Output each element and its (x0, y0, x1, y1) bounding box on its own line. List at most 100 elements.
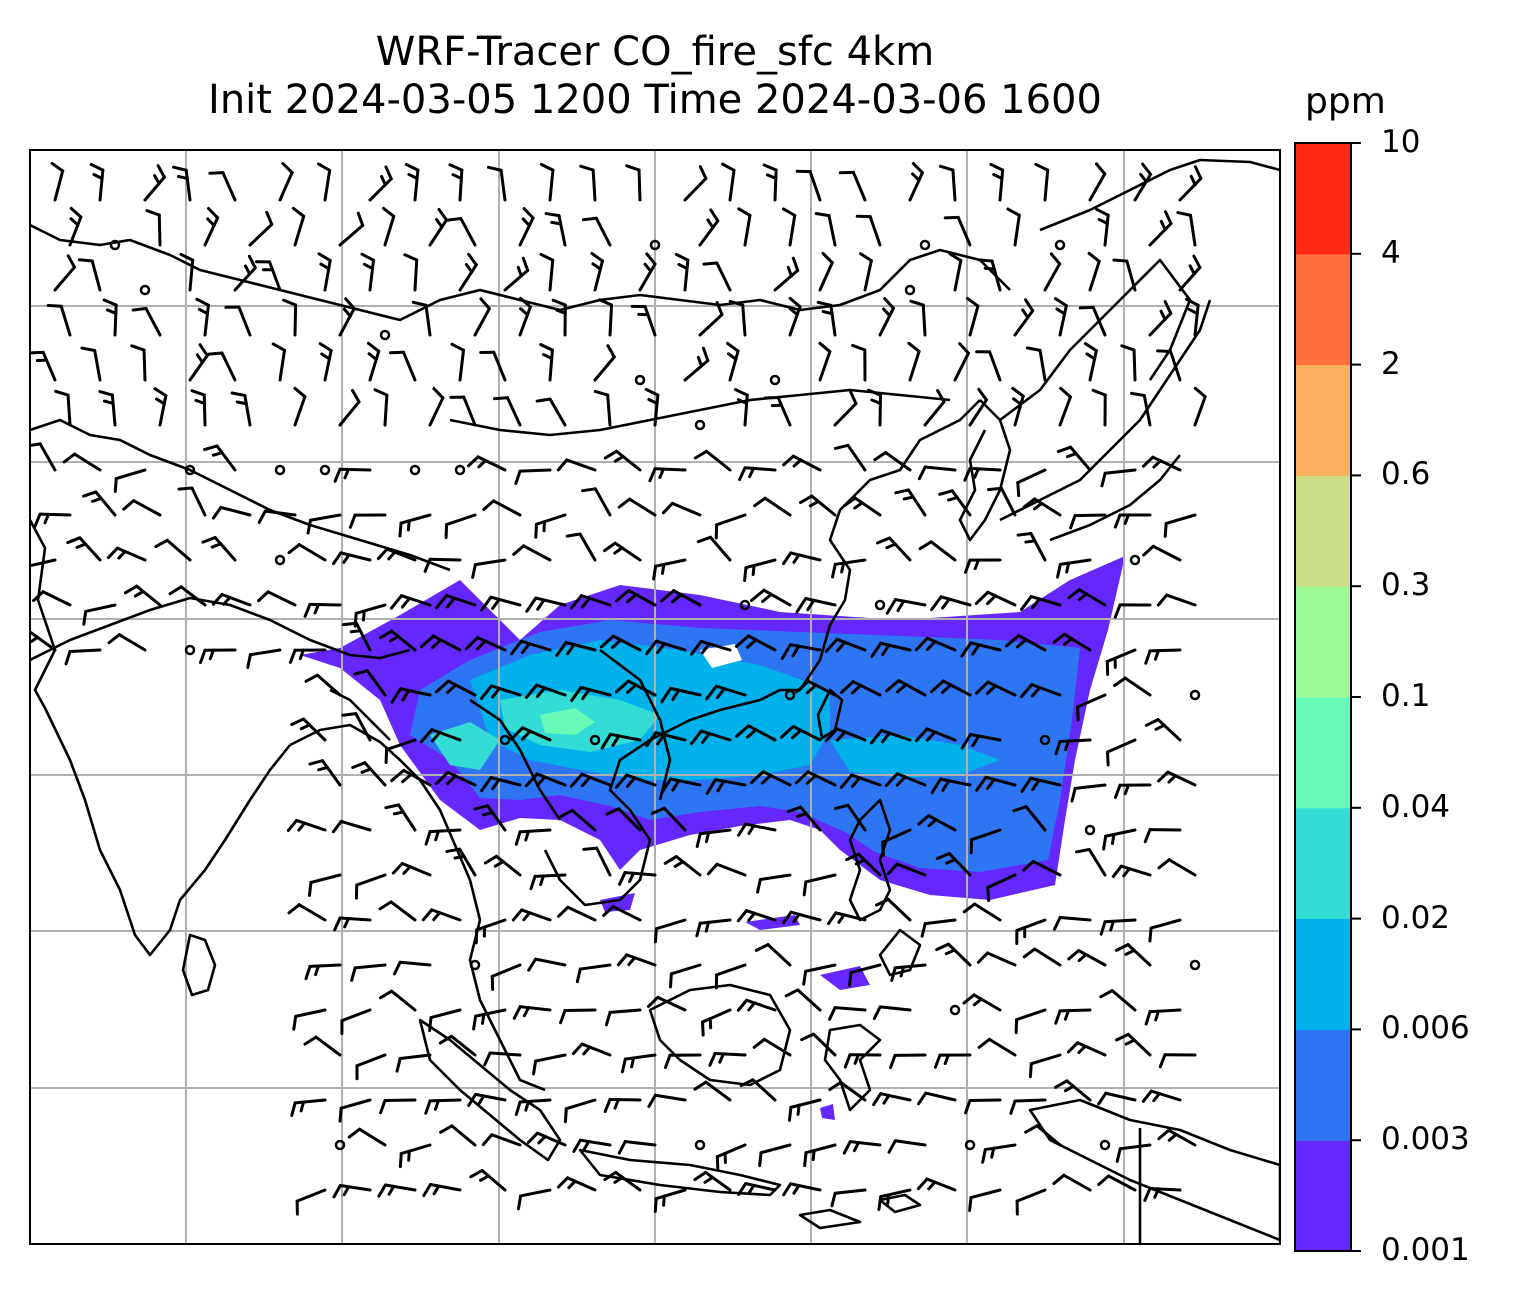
wind-barb (870, 641, 912, 659)
wind-barb (833, 443, 867, 472)
wind-barb (255, 260, 282, 292)
wind-barb (1156, 593, 1197, 607)
wind-barb (480, 595, 522, 612)
wind-barb (693, 1080, 732, 1102)
coastline-segment (289, 723, 546, 1092)
wind-barb (693, 449, 732, 472)
colorbar-segment (1295, 364, 1351, 476)
wind-barb (579, 164, 597, 202)
wind-barb (248, 210, 274, 247)
wind-barb (381, 206, 396, 247)
wind-barb (708, 1051, 747, 1067)
wind-barb (30, 350, 57, 382)
wind-barb (877, 1188, 912, 1211)
wind-barb (419, 728, 462, 744)
wind-barb (1099, 989, 1137, 1012)
wind-barb (398, 1143, 432, 1169)
wind-barb (1112, 258, 1137, 292)
wind-barb (886, 862, 927, 877)
wind-barb-calm (184, 464, 196, 476)
wind-barb (1097, 1091, 1137, 1106)
wind-barb (572, 1138, 612, 1153)
wind-barb (1009, 1098, 1047, 1115)
wind-barb (30, 630, 57, 652)
wind-barb-calm (274, 464, 286, 476)
wind-barbs (30, 161, 1207, 1216)
wind-barb-calm (409, 464, 421, 476)
wind-barb (968, 387, 988, 427)
wind-barb (113, 468, 147, 494)
coastline-segment (999, 258, 1192, 422)
colorbar-tick-label: 0.001 (1381, 1232, 1470, 1268)
wind-barb (690, 639, 732, 656)
wind-barb (603, 1097, 642, 1114)
wind-barb (647, 1093, 687, 1109)
wind-barb (1054, 738, 1092, 756)
wind-barb (615, 589, 657, 607)
wind-barb (1193, 386, 1207, 427)
wind-barb (338, 389, 361, 427)
wind-barb (866, 388, 882, 427)
wind-barb (828, 1006, 867, 1021)
wind-barb (884, 772, 927, 788)
wind-barb (316, 162, 332, 202)
wind-barb-calm (184, 644, 196, 656)
wind-barb (123, 584, 162, 607)
wind-barb (199, 648, 237, 664)
wind-barb (986, 873, 1017, 903)
wind-barb (1013, 298, 1035, 337)
wind-barb (571, 1042, 612, 1057)
wind-barb (1053, 916, 1092, 931)
wind-barb (887, 1139, 927, 1154)
wind-barb (32, 590, 72, 607)
wind-barb (824, 637, 867, 653)
wind-barb-calm (949, 1004, 961, 1016)
wind-barb (848, 963, 882, 987)
wind-barb (471, 558, 507, 579)
wind-barb (648, 467, 687, 483)
wind-barb (894, 488, 927, 517)
wind-barb (33, 512, 72, 528)
wind-barb (373, 388, 389, 427)
wind-barb (948, 252, 963, 292)
wind-barb (660, 686, 702, 704)
wind-barb (876, 536, 912, 562)
wind-barb (50, 161, 65, 202)
chart-title-line-1: WRF-Tracer CO_fire_sfc 4km (375, 29, 935, 75)
wind-barb (872, 1005, 912, 1020)
wind-barb (935, 851, 972, 877)
wind-barb (638, 252, 657, 292)
wind-barb (445, 847, 477, 877)
wind-barb (660, 589, 702, 607)
wind-barb (422, 1183, 462, 1198)
wind-barb (474, 918, 507, 945)
wind-barb (338, 1098, 372, 1123)
wind-barb (303, 602, 342, 618)
wind-barb (473, 297, 491, 337)
wind-barb (617, 1140, 657, 1155)
wind-barb (824, 727, 867, 743)
wind-barb (1114, 943, 1152, 967)
colorbar-segment (1295, 143, 1351, 255)
wind-barb (1113, 603, 1152, 619)
wind-barb (347, 1127, 387, 1147)
wind-barb (278, 161, 294, 202)
wind-barb (843, 496, 882, 517)
wind-barb (975, 350, 1002, 382)
wind-barb (389, 350, 417, 382)
colorbar-segment (1295, 586, 1351, 698)
wind-barb (653, 1188, 687, 1214)
wind-barb (1099, 918, 1137, 936)
wind-barb (838, 170, 867, 202)
colorbar-segment (1295, 918, 1351, 1030)
wind-barb (923, 389, 946, 427)
wind-barb (559, 1008, 597, 1025)
wind-barb (479, 684, 522, 700)
wind-barb (1020, 776, 1062, 794)
wind-barb (308, 759, 342, 787)
wind-barb (224, 305, 252, 337)
wind-barb (943, 215, 972, 247)
wind-barb (1020, 595, 1062, 611)
wind-barb (153, 387, 168, 427)
wind-barb (203, 206, 220, 247)
